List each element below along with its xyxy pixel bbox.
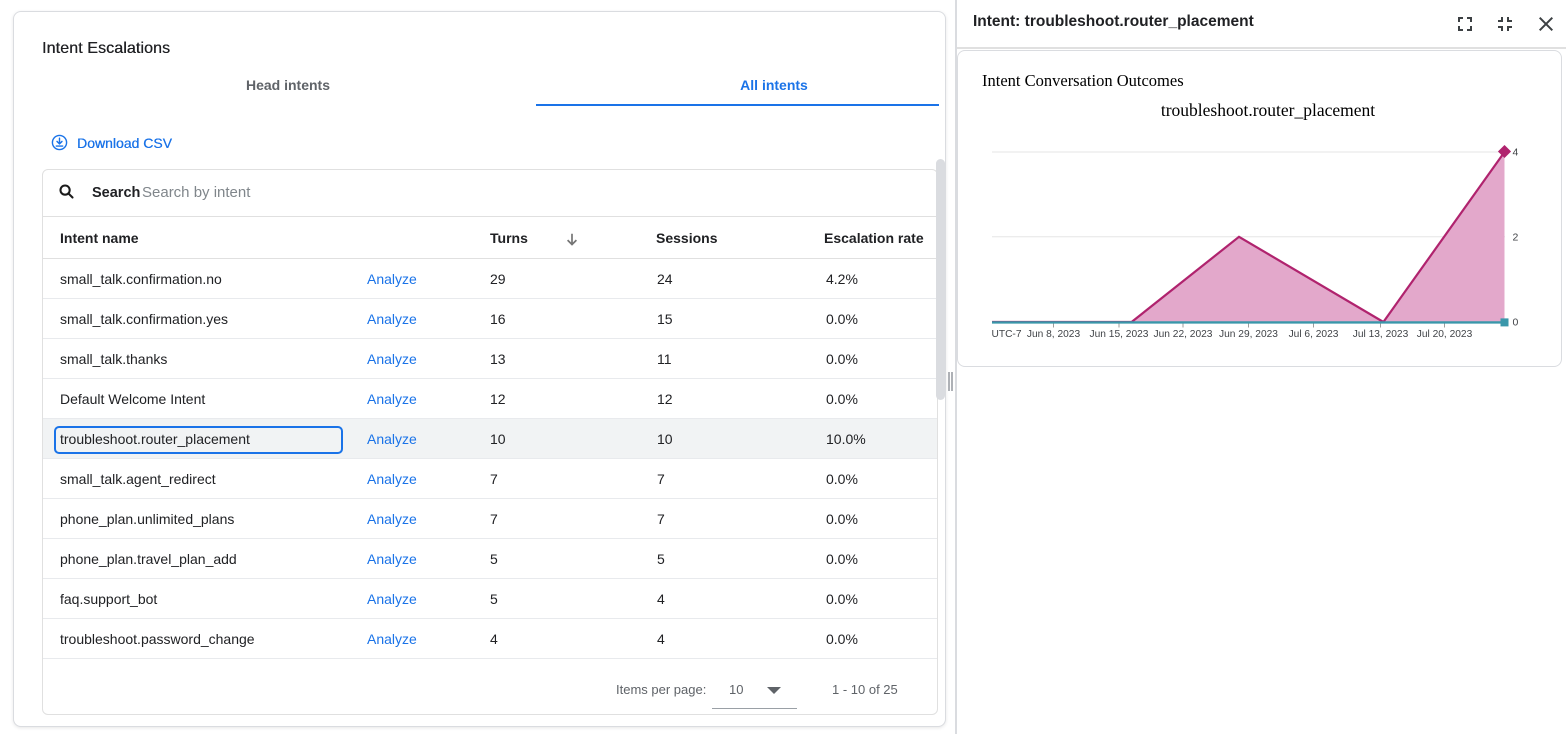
svg-text:4: 4 [1513,147,1519,159]
svg-text:2: 2 [1513,232,1519,244]
svg-text:troubleshoot.router_placement: troubleshoot.router_placement [1161,100,1375,120]
svg-text:0: 0 [1513,317,1519,329]
svg-text:UTC-7: UTC-7 [992,329,1022,340]
svg-text:Jun 8, 2023: Jun 8, 2023 [1027,329,1081,340]
svg-text:Jul 13, 2023: Jul 13, 2023 [1353,329,1409,340]
svg-text:Jul 20, 2023: Jul 20, 2023 [1417,329,1473,340]
svg-text:Jul 6, 2023: Jul 6, 2023 [1289,329,1339,340]
svg-text:Jun 15, 2023: Jun 15, 2023 [1090,329,1149,340]
svg-text:Intent Conversation Outcomes: Intent Conversation Outcomes [982,71,1184,90]
svg-text:Jun 29, 2023: Jun 29, 2023 [1219,329,1278,340]
svg-text:Jun 22, 2023: Jun 22, 2023 [1154,329,1213,340]
